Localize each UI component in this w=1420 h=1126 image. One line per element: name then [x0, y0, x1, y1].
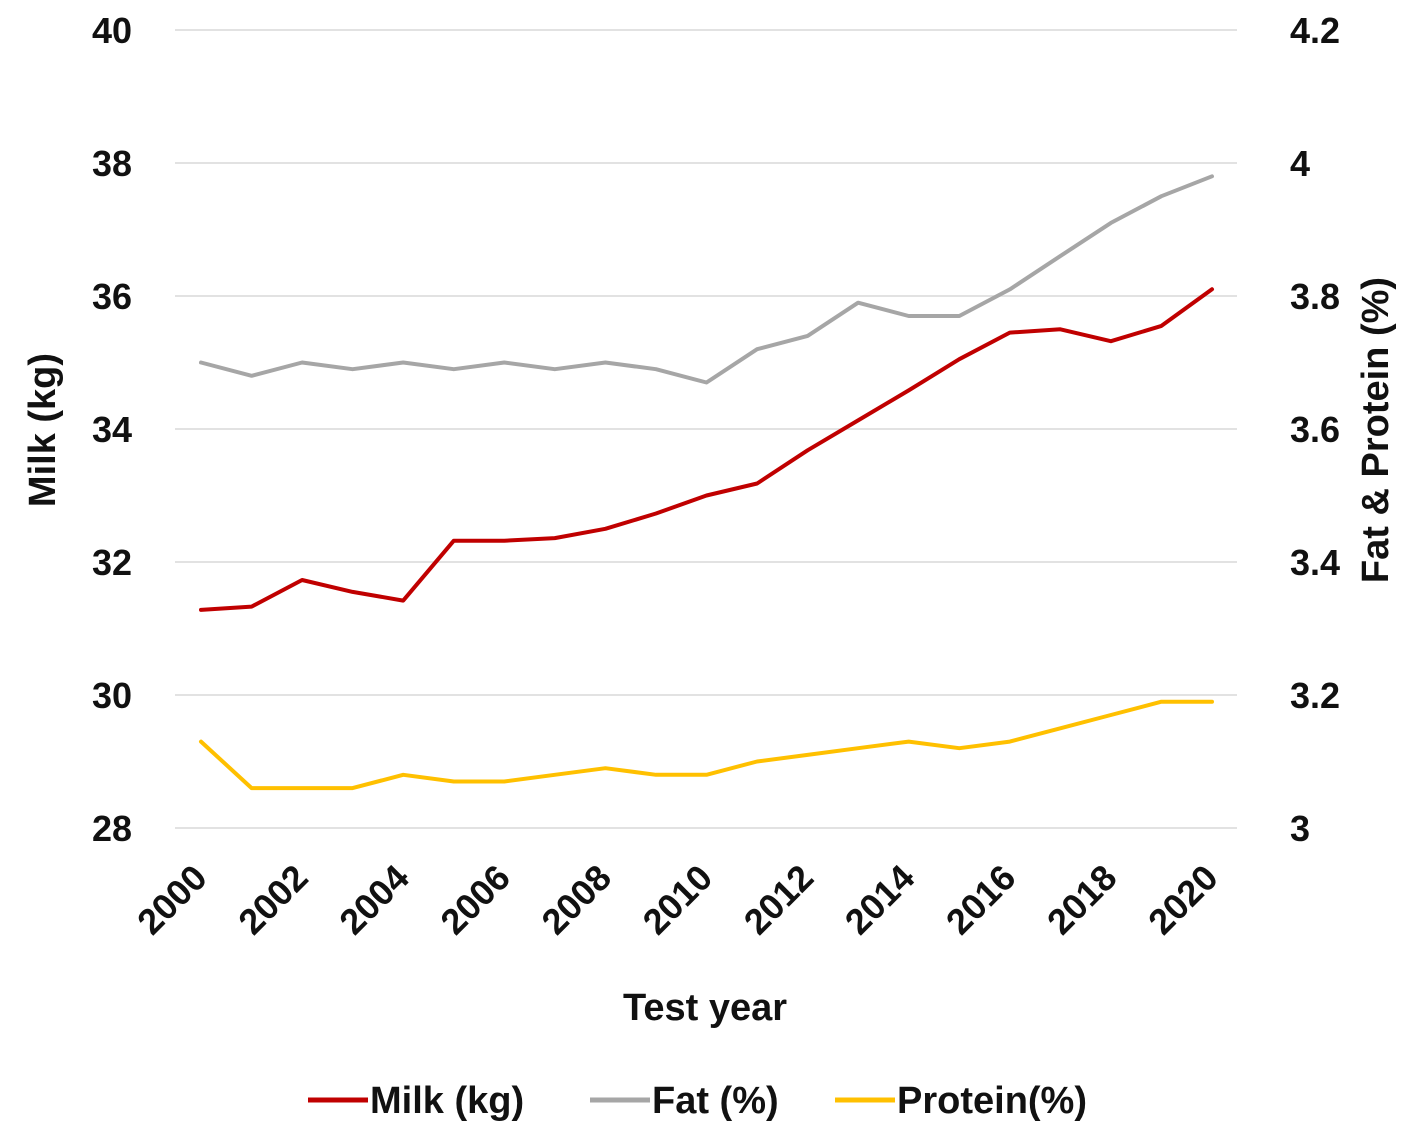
x-tick-label: 2016: [938, 857, 1024, 943]
gridlines: [175, 29, 1237, 829]
left-tick-label: 32: [92, 542, 132, 583]
x-tick-label: 2020: [1140, 857, 1226, 943]
x-tick-label: 2018: [1039, 857, 1125, 943]
left-tick-label: 34: [92, 409, 132, 450]
right-tick-label: 3.4: [1290, 542, 1340, 583]
right-tick-label: 4.2: [1290, 10, 1340, 51]
left-tick-label: 38: [92, 143, 132, 184]
right-axis-ticks: 4.2 4 3.8 3.6 3.4 3.2 3: [1290, 10, 1340, 849]
legend-label-milk: Milk (kg): [370, 1080, 524, 1122]
x-tick-label: 2000: [129, 857, 215, 943]
x-tick-label: 2008: [533, 857, 619, 943]
left-tick-label: 28: [92, 808, 132, 849]
right-tick-label: 3.8: [1290, 276, 1340, 317]
fat-series-line: [199, 174, 1214, 385]
x-tick-label: 2012: [736, 857, 822, 943]
legend-label-fat: Fat (%): [652, 1080, 779, 1122]
left-axis-ticks: 40 38 36 34 32 30 28: [92, 10, 132, 849]
x-axis-title: Test year: [623, 987, 787, 1029]
left-axis-title: Milk (kg): [22, 353, 64, 507]
legend: Milk (kg) Fat (%) Protein(%): [308, 1080, 1087, 1122]
x-tick-label: 2014: [837, 857, 923, 943]
right-tick-label: 3.6: [1290, 409, 1340, 450]
legend-label-protein: Protein(%): [897, 1080, 1087, 1122]
series-lines: [199, 174, 1214, 791]
x-axis-ticks: 2000 2002 2004 2006 2008 2010 2012 2014 2016 2018…: [129, 857, 1226, 943]
x-tick-label: 2004: [331, 857, 417, 943]
x-tick-label: 2010: [635, 857, 721, 943]
right-axis-title: Fat & Protein (%): [1355, 277, 1397, 583]
protein-series-line: [199, 699, 1214, 791]
milk-series-line: [199, 287, 1214, 612]
right-tick-label: 3: [1290, 808, 1310, 849]
left-tick-label: 40: [92, 10, 132, 51]
left-tick-label: 36: [92, 276, 132, 317]
right-tick-label: 4: [1290, 143, 1310, 184]
left-tick-label: 30: [92, 675, 132, 716]
right-tick-label: 3.2: [1290, 675, 1340, 716]
x-tick-label: 2006: [432, 857, 518, 943]
x-tick-label: 2002: [230, 857, 316, 943]
